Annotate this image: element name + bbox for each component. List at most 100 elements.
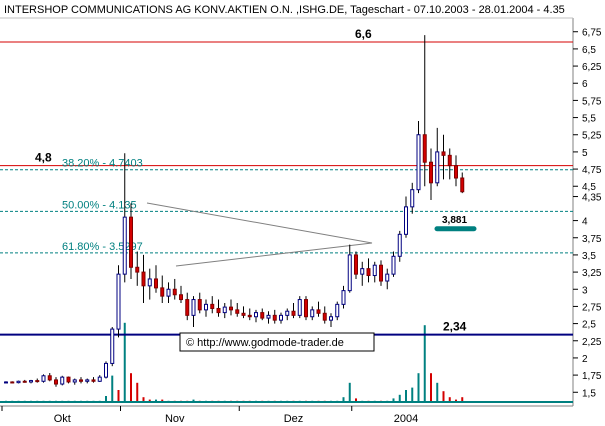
volume-bar <box>455 399 457 402</box>
watermark-box <box>179 332 375 352</box>
candle-body <box>160 287 165 297</box>
y-tick-label: 5,25 <box>582 131 602 142</box>
y-tick-label: 6,25 <box>582 62 602 73</box>
volume-bar <box>123 322 126 402</box>
candle-body <box>60 376 65 385</box>
y-tick-label: 3 <box>582 285 588 296</box>
candle-body <box>66 376 71 383</box>
volume-bar <box>423 325 426 402</box>
x-axis-ticks: Okt Nov Dez 2004 <box>1 406 418 425</box>
candle-body <box>97 376 102 382</box>
volume-bar <box>142 397 145 402</box>
horizontal-line-label: 2,34 <box>443 320 467 334</box>
volume-bar <box>130 373 132 402</box>
volume-bar <box>111 375 114 402</box>
candle-body <box>110 328 115 364</box>
y-tick-label: 2,25 <box>582 337 602 348</box>
candle-body <box>91 379 96 382</box>
candle-body <box>154 278 158 289</box>
volume-bar <box>398 394 401 402</box>
candle-body <box>104 362 108 378</box>
candle-body <box>254 312 258 318</box>
candle-body <box>272 314 277 321</box>
y-tick-label: 1,75 <box>582 371 602 382</box>
candle-body <box>460 177 465 193</box>
y-tick-label: 3,75 <box>582 234 602 245</box>
candle-body <box>304 299 308 318</box>
y-axis-ticks: 6,75 6,5 6,25 6 5,75 5,5 5,25 5 4,75 4,54,35 4 3,75… <box>573 28 602 399</box>
x-tick-label: Dez <box>284 413 304 425</box>
watermark-text: © http://www.godmode-trader.de <box>186 337 344 349</box>
candle-body <box>141 271 146 287</box>
volume-bar <box>148 399 151 402</box>
candle-body <box>54 379 58 385</box>
candle-body <box>454 165 458 179</box>
y-tick-label: 6,75 <box>582 28 602 39</box>
candle-body <box>391 255 396 275</box>
candle-body <box>35 380 40 383</box>
y-tick-label: 2,75 <box>582 302 602 313</box>
fibonacci-label: 61.80% - 3.5297 <box>62 241 143 253</box>
candle-body <box>166 288 171 297</box>
candle-body <box>297 299 302 316</box>
volume-bar <box>348 382 351 402</box>
candle-body <box>279 314 283 321</box>
candle-body <box>322 312 327 321</box>
x-tick-label: 2004 <box>394 413 418 425</box>
volume-bar <box>417 373 420 402</box>
candle-body <box>229 306 233 311</box>
y-tick-label: 6,5 <box>582 45 596 56</box>
candle-body <box>447 154 452 167</box>
y-tick-label: 4,5 <box>582 182 596 193</box>
volume-bar <box>192 399 195 402</box>
candle-body <box>441 151 446 156</box>
volume-bar <box>461 397 464 402</box>
x-tick-label: Nov <box>165 413 185 425</box>
candle-body <box>10 381 15 384</box>
volume-bar <box>161 399 164 402</box>
y-tick-label: 5,5 <box>582 114 596 125</box>
candle-body <box>410 189 415 208</box>
candle-body <box>216 307 221 314</box>
candle-body <box>179 294 183 301</box>
candle-body <box>191 299 196 316</box>
volume-bar <box>117 390 120 402</box>
volume-bar <box>436 382 439 402</box>
volume-bar <box>430 373 432 402</box>
candle-body <box>204 303 208 311</box>
candlesticks <box>4 35 465 387</box>
candle-body <box>41 375 46 382</box>
volume-bar <box>155 399 157 402</box>
candle-body <box>341 290 346 305</box>
candle-body <box>210 303 215 309</box>
candle-body <box>347 254 352 292</box>
volume-bar <box>392 398 395 402</box>
candle-body <box>129 216 133 268</box>
y-tick-label: 5 <box>582 148 588 159</box>
candle-body <box>404 206 408 235</box>
candle-body <box>147 278 152 287</box>
volume-bar <box>342 397 345 402</box>
horizontal-line-label: 4,8 <box>35 151 52 165</box>
fibonacci-label: 38.20% - 4.7403 <box>62 158 143 170</box>
candle-body <box>379 264 383 282</box>
y-tick-label: 6 <box>582 79 588 90</box>
candle-body <box>72 379 77 383</box>
candle-body <box>397 233 402 257</box>
volume-bar <box>442 391 445 402</box>
candle-body <box>266 314 271 319</box>
volume-bar <box>136 382 139 402</box>
candle-body <box>197 299 202 311</box>
y-tick-label: 3,25 <box>582 268 602 279</box>
horizontal-line-label: 6,6 <box>355 27 372 41</box>
candle-body <box>222 306 227 314</box>
y-tick-label: 2 <box>582 354 588 365</box>
candle-body <box>316 309 321 314</box>
candle-body <box>285 310 290 316</box>
y-tick-label: 5,75 <box>582 96 602 107</box>
candle-body <box>385 273 390 282</box>
candle-body <box>85 379 90 382</box>
candle-body <box>241 312 246 316</box>
fibonacci-levels: 38.20% - 4.7403 50.00% - 4.135 61.80% - 3.… <box>0 158 573 254</box>
